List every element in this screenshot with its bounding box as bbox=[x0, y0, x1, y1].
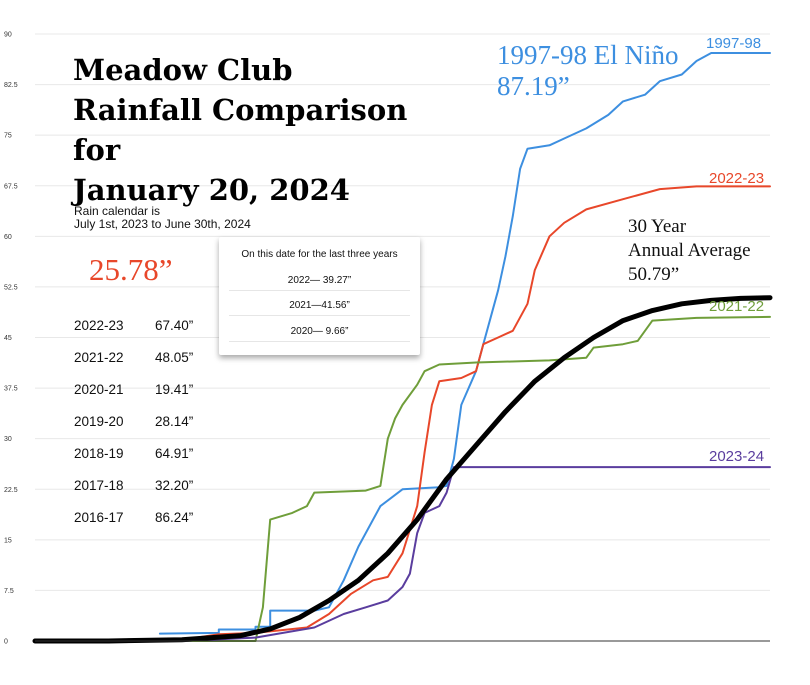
history-row: 2020-21 19.41” bbox=[74, 382, 224, 414]
history-row: 2021-22 48.05” bbox=[74, 350, 224, 382]
history-amount: 67.40” bbox=[155, 318, 194, 333]
series-lines bbox=[32, 52, 773, 644]
callout-line: 2022— 39.27” bbox=[229, 275, 410, 291]
y-tick-label: 0 bbox=[4, 639, 8, 646]
annotation-line: 30 Year bbox=[628, 216, 687, 237]
history-year: 2016-17 bbox=[74, 510, 124, 525]
series-line-2022-23 bbox=[195, 185, 771, 639]
history-year: 2019-20 bbox=[74, 414, 124, 429]
title-line: for bbox=[73, 133, 121, 167]
title-line: January 20, 2024 bbox=[73, 173, 350, 207]
y-tick-label: 75 bbox=[4, 133, 12, 140]
y-tick-label: 60 bbox=[4, 234, 12, 241]
history-row: 2019-20 28.14” bbox=[74, 414, 224, 446]
history-amount: 28.14” bbox=[155, 414, 194, 429]
series-label-1997-98: 1997-98 bbox=[706, 35, 762, 52]
current-total: 25.78” bbox=[89, 252, 173, 287]
callout-line: 2020— 9.66” bbox=[229, 326, 410, 342]
callout-heading: On this date for the last three years bbox=[241, 249, 398, 260]
rain-calendar-note: Rain calendar is July 1st, 2023 to June … bbox=[74, 205, 251, 231]
y-axis-ticks: 0 7.5 15 22.5 30 37.5 45 52.5 60 67.5 75 82.5 90 bbox=[4, 32, 18, 646]
history-amount: 19.41” bbox=[155, 382, 194, 397]
title-line: Meadow Club bbox=[73, 53, 293, 87]
history-amount: 64.91” bbox=[155, 446, 194, 461]
title-line: Rainfall Comparison bbox=[73, 93, 408, 127]
history-amount: 86.24” bbox=[155, 510, 194, 525]
history-year: 2018-19 bbox=[74, 446, 124, 461]
y-tick-label: 22.5 bbox=[4, 487, 18, 494]
chart-title: Meadow Club Rainfall Comparison for Janu… bbox=[73, 50, 407, 210]
y-tick-label: 45 bbox=[4, 335, 12, 342]
history-amount: 48.05” bbox=[155, 350, 194, 365]
history-year: 2020-21 bbox=[74, 382, 124, 397]
history-year: 2022-23 bbox=[74, 318, 124, 333]
history-amount: 32.20” bbox=[155, 478, 194, 493]
y-tick-label: 67.5 bbox=[4, 183, 18, 190]
y-tick-label: 37.5 bbox=[4, 386, 18, 393]
y-tick-label: 30 bbox=[4, 436, 12, 443]
history-year: 2017-18 bbox=[74, 478, 124, 493]
subtitle-line: July 1st, 2023 to June 30th, 2024 bbox=[74, 217, 251, 231]
series-line-2021-22 bbox=[34, 315, 771, 642]
y-tick-label: 7.5 bbox=[4, 588, 14, 595]
history-row: 2016-17 86.24” bbox=[74, 510, 224, 542]
subtitle-line: Rain calendar is bbox=[74, 204, 161, 218]
history-row: 2018-19 64.91” bbox=[74, 446, 224, 478]
y-tick-label: 52.5 bbox=[4, 284, 18, 291]
annotation-line: 87.19” bbox=[497, 71, 570, 101]
y-tick-label: 82.5 bbox=[4, 82, 18, 89]
callout-line: 2021—41.56” bbox=[229, 300, 410, 316]
series-label-2022-23: 2022-23 bbox=[709, 170, 765, 187]
history-row: 2022-23 67.40” bbox=[74, 318, 224, 350]
history-row: 2017-18 32.20” bbox=[74, 478, 224, 510]
series-label-2023-24: 2023-24 bbox=[709, 448, 765, 465]
average-annotation: 30 Year Annual Average 50.79” bbox=[628, 215, 751, 287]
history-table: 2022-23 67.40” 2021-22 48.05” 2020-21 19.41… bbox=[74, 318, 224, 542]
series-line-30-year-annual-average bbox=[32, 295, 773, 644]
last-three-years-callout: On this date for the last three years 20… bbox=[219, 237, 420, 355]
y-tick-label: 15 bbox=[4, 537, 12, 544]
series-line-2023-24 bbox=[34, 466, 771, 642]
history-year: 2021-22 bbox=[74, 350, 124, 365]
y-tick-label: 90 bbox=[4, 32, 12, 39]
annotation-line: 50.79” bbox=[628, 264, 680, 285]
annotation-line: Annual Average bbox=[628, 240, 751, 261]
series-label-2021-22: 2021-22 bbox=[709, 298, 765, 315]
annotation-line: 1997-98 El Niño bbox=[497, 40, 679, 70]
el-nino-annotation: 1997-98 El Niño 87.19” bbox=[497, 40, 679, 102]
